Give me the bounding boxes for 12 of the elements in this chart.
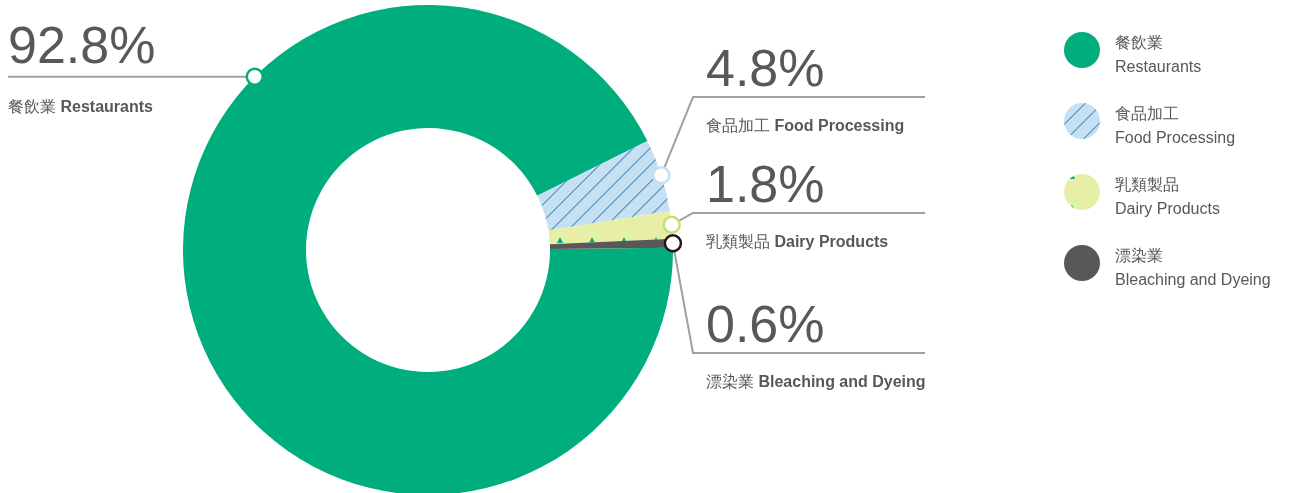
data-label: 1.8% bbox=[706, 155, 825, 213]
slice-label: 乳類製品 Dairy Products bbox=[706, 233, 889, 250]
legend-label: 食品加工 Food Processing bbox=[1115, 105, 1236, 146]
data-label: 4.8% bbox=[706, 39, 825, 97]
category-label: 漂染業 Bleaching and Dyeing bbox=[706, 373, 926, 390]
category-label: 食品加工 Food Processing bbox=[706, 117, 905, 134]
slice-label: 餐飲業 Restaurants bbox=[8, 97, 154, 115]
legend-label: 餐飲業 Restaurants bbox=[1115, 34, 1202, 75]
data-label: 92.8% bbox=[8, 15, 156, 74]
legend-label: 乳類製品 Dairy Products bbox=[1115, 176, 1220, 217]
legend-label: 漂染業 Bleaching and Dyeing bbox=[1115, 247, 1271, 288]
data-label: 0.6% bbox=[706, 295, 825, 353]
